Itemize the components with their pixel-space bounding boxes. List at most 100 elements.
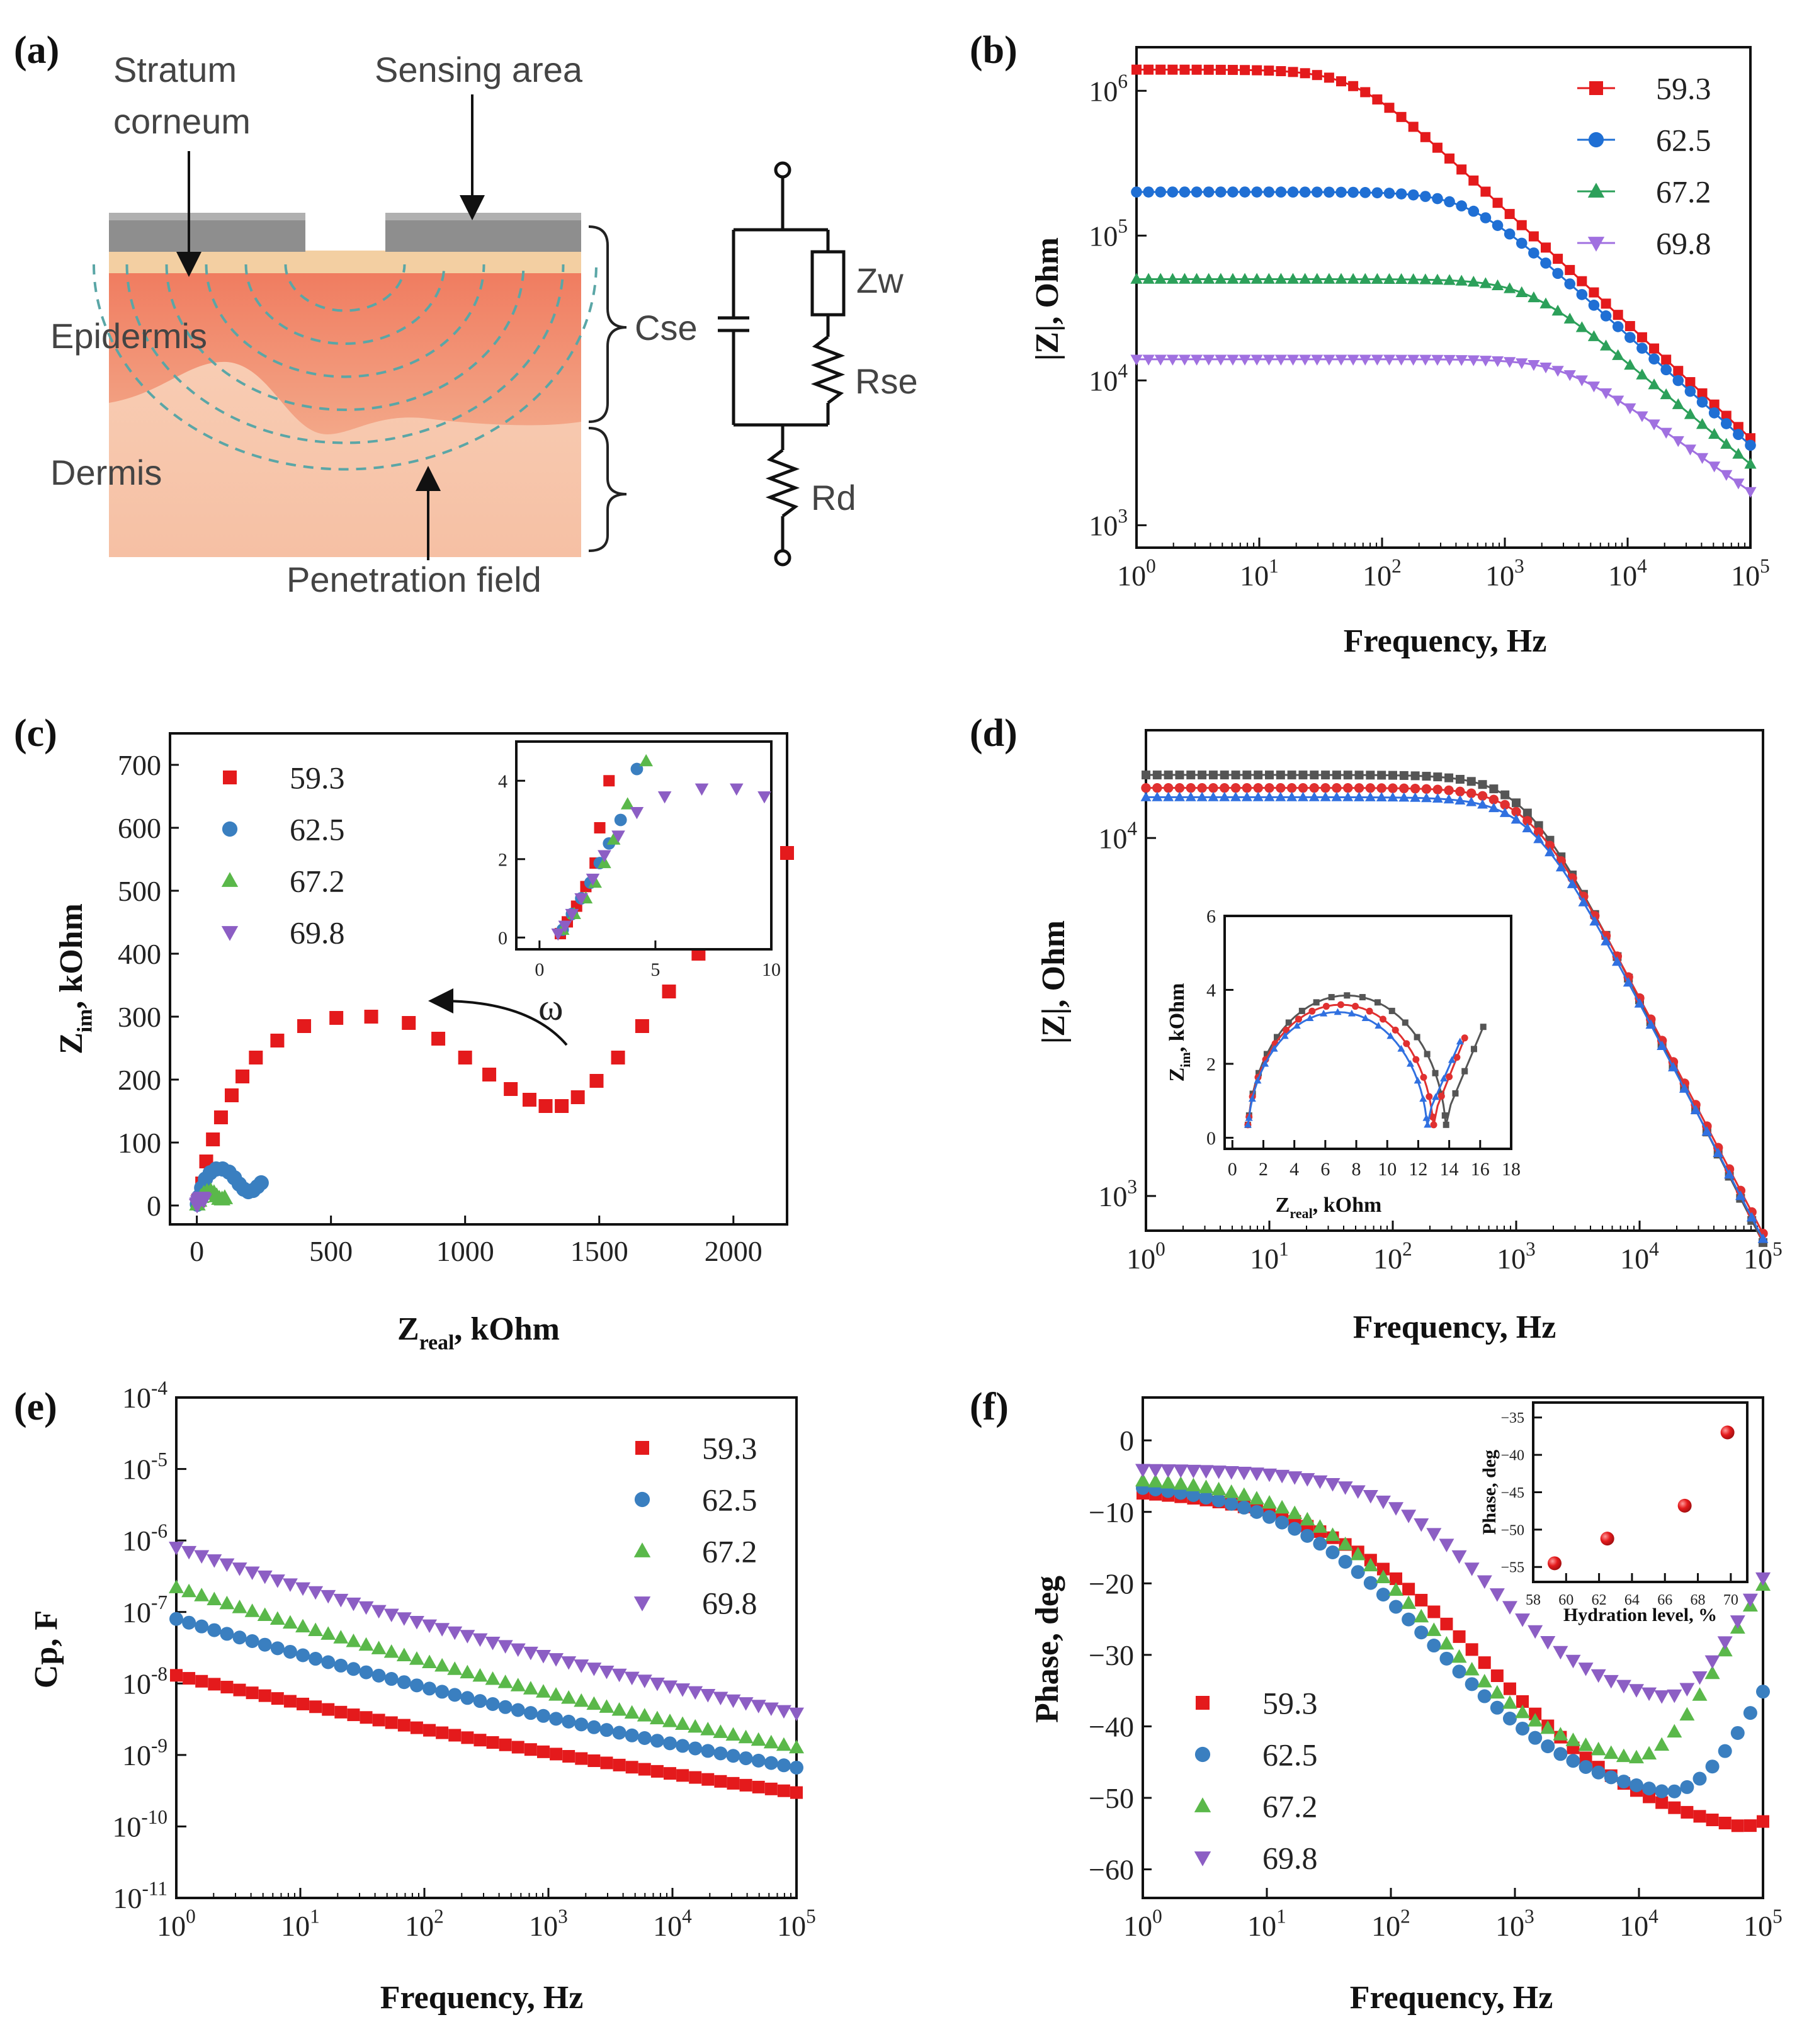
- x-tick-label: 62: [1592, 1592, 1607, 1608]
- data-point: [1612, 395, 1624, 407]
- data-point: [1395, 354, 1408, 366]
- data-point: [1262, 1495, 1278, 1509]
- data-point: [676, 1739, 690, 1753]
- data-point: [182, 1615, 196, 1630]
- inset-point: [1424, 1051, 1431, 1058]
- series-line-67.2: [1136, 278, 1751, 465]
- inset-point: [1446, 1073, 1453, 1080]
- data-point: [1491, 356, 1504, 368]
- data-point: [371, 1668, 386, 1683]
- inset-point: [1352, 1003, 1359, 1010]
- data-point: [1624, 359, 1636, 370]
- data-point: [1455, 786, 1465, 797]
- data-point: [1383, 273, 1396, 284]
- data-point: [1566, 1754, 1580, 1768]
- inset-point: [603, 775, 615, 787]
- inset-point: [1480, 1024, 1487, 1030]
- data-point: [1599, 388, 1613, 400]
- x-tick-label: 104: [1619, 1905, 1658, 1942]
- data-point: [1578, 1737, 1594, 1751]
- data-point: [1443, 354, 1456, 366]
- data-point: [1241, 791, 1252, 801]
- data-point: [763, 1734, 779, 1749]
- data-point: [1443, 794, 1454, 804]
- data-point: [1732, 448, 1745, 459]
- data-point: [1396, 111, 1407, 122]
- data-point: [282, 1578, 298, 1592]
- data-point: [1366, 771, 1375, 780]
- data-point: [511, 1741, 524, 1754]
- data-point: [1407, 354, 1420, 366]
- label-sensing-area: Sensing area: [375, 50, 583, 89]
- data-point: [383, 1608, 399, 1622]
- data-point: [1575, 321, 1588, 332]
- data-point: [297, 1697, 310, 1710]
- data-point: [1167, 64, 1178, 75]
- data-point: [1528, 231, 1539, 242]
- data-point: [1309, 782, 1319, 793]
- y-tick-label: 0: [498, 928, 507, 949]
- data-point: [1242, 782, 1252, 793]
- data-point: [283, 1644, 297, 1659]
- data-point: [1611, 956, 1623, 966]
- data-point: [1679, 1707, 1695, 1721]
- data-point: [1348, 81, 1359, 91]
- data-point: [1274, 354, 1288, 366]
- data-point: [1657, 1040, 1668, 1050]
- inset-point: [594, 822, 606, 833]
- data-point: [1331, 791, 1342, 801]
- inset-point: [1461, 1068, 1468, 1075]
- inset-point: [1263, 1051, 1270, 1058]
- inset-point: [1461, 1034, 1468, 1042]
- data-point: [246, 1686, 259, 1700]
- inset-point: [1452, 1090, 1459, 1097]
- data-point: [1178, 273, 1191, 284]
- data-point: [1451, 1649, 1467, 1663]
- data-point: [1673, 366, 1684, 376]
- panel-label-f: (f): [970, 1386, 1009, 1428]
- inset-point: [1328, 994, 1335, 1001]
- x-tick-label: 105: [777, 1905, 816, 1942]
- electrode-left-highlight: [109, 213, 305, 220]
- data-point: [1636, 411, 1648, 422]
- data-point: [1466, 777, 1476, 786]
- data-point: [1148, 1474, 1164, 1488]
- inset-point: [1392, 1026, 1399, 1034]
- data-point: [676, 1769, 689, 1782]
- data-point: [776, 1737, 791, 1751]
- data-point: [1720, 470, 1733, 481]
- inset-point: [620, 797, 635, 810]
- legend-label: 59.3: [1656, 71, 1711, 106]
- data-point: [435, 1685, 450, 1699]
- y-axis-title: Phase, deg: [1029, 1576, 1065, 1723]
- data-point: [1516, 220, 1527, 230]
- data-point: [1528, 1625, 1543, 1639]
- data-point: [473, 1734, 487, 1747]
- penetration-field-lines: [93, 264, 598, 471]
- inset-point: [1261, 1059, 1269, 1067]
- y-tick-label: 200: [118, 1064, 161, 1096]
- data-point: [1163, 782, 1174, 793]
- data-point: [473, 1694, 487, 1708]
- data-point: [1735, 1190, 1746, 1200]
- data-point: [511, 1703, 525, 1717]
- x-tick-label: 102: [1371, 1905, 1410, 1942]
- data-point: [329, 1011, 344, 1025]
- inset-point: [614, 813, 627, 827]
- data-point: [1433, 772, 1443, 782]
- data-point: [1641, 1746, 1657, 1760]
- legend-marker: [223, 771, 237, 784]
- inset-point: [1361, 1014, 1369, 1021]
- data-point: [1693, 1810, 1706, 1823]
- data-point: [1612, 321, 1624, 332]
- x-axis-title: Frequency, Hz: [380, 1980, 584, 2016]
- data-point: [1708, 407, 1720, 419]
- data-point: [1540, 1636, 1556, 1650]
- data-point: [296, 1648, 310, 1663]
- data-point: [1388, 1502, 1404, 1516]
- y-tick-label: −40: [1089, 1711, 1134, 1743]
- data-point: [1143, 64, 1154, 75]
- data-point: [245, 1634, 259, 1648]
- data-point: [1443, 274, 1456, 285]
- inset-point: [1441, 1112, 1448, 1119]
